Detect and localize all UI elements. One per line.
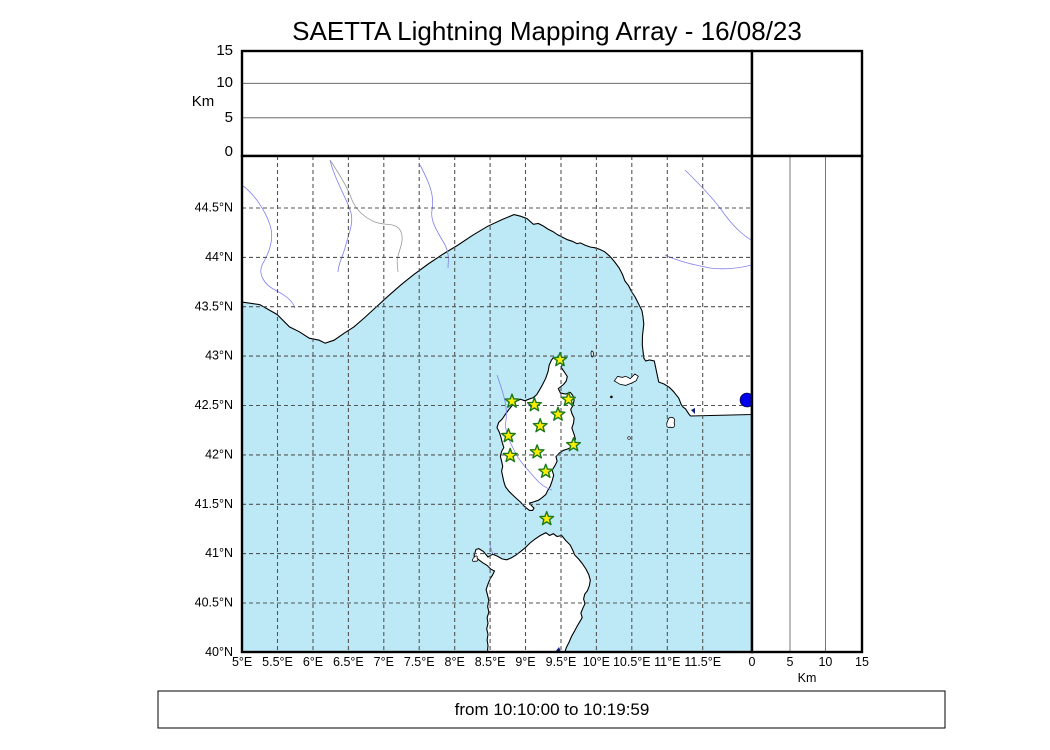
- svg-text:5°E: 5°E: [232, 655, 252, 669]
- svg-text:44.5°N: 44.5°N: [195, 201, 233, 215]
- svg-text:15: 15: [855, 655, 869, 669]
- svg-text:8°E: 8°E: [445, 655, 465, 669]
- svg-text:7.5°E: 7.5°E: [404, 655, 435, 669]
- svg-text:6°E: 6°E: [303, 655, 323, 669]
- svg-text:from 10:10:00 to 10:19:59: from 10:10:00 to 10:19:59: [455, 700, 650, 719]
- svg-text:10: 10: [818, 655, 832, 669]
- svg-text:42.5°N: 42.5°N: [195, 398, 233, 412]
- svg-text:8.5°E: 8.5°E: [475, 655, 506, 669]
- svg-text:43°N: 43°N: [205, 349, 233, 363]
- svg-text:6.5°E: 6.5°E: [333, 655, 364, 669]
- svg-text:42°N: 42°N: [205, 448, 233, 462]
- svg-text:5: 5: [225, 109, 233, 126]
- svg-text:41.5°N: 41.5°N: [195, 497, 233, 511]
- svg-text:10: 10: [216, 74, 233, 91]
- svg-text:11°E: 11°E: [654, 655, 680, 669]
- svg-text:0: 0: [749, 655, 756, 669]
- svg-text:5.5°E: 5.5°E: [262, 655, 293, 669]
- svg-text:40.5°N: 40.5°N: [195, 596, 233, 610]
- svg-text:9.5°E: 9.5°E: [546, 655, 577, 669]
- svg-text:5: 5: [787, 655, 794, 669]
- svg-text:40°N: 40°N: [205, 645, 233, 659]
- svg-text:0: 0: [225, 143, 233, 160]
- svg-text:44°N: 44°N: [205, 250, 233, 264]
- svg-text:10°E: 10°E: [583, 655, 610, 669]
- svg-text:10.5°E: 10.5°E: [613, 655, 651, 669]
- svg-text:Km: Km: [798, 671, 817, 685]
- svg-text:7°E: 7°E: [374, 655, 394, 669]
- svg-text:15: 15: [216, 42, 233, 59]
- svg-text:41°N: 41°N: [205, 546, 233, 560]
- svg-text:9°E: 9°E: [515, 655, 535, 669]
- svg-text:43.5°N: 43.5°N: [195, 299, 233, 313]
- svg-text:SAETTA Lightning Mapping Array: SAETTA Lightning Mapping Array - 16/08/2…: [292, 16, 802, 46]
- svg-text:11.5°E: 11.5°E: [684, 655, 721, 669]
- svg-text:Km: Km: [192, 93, 215, 110]
